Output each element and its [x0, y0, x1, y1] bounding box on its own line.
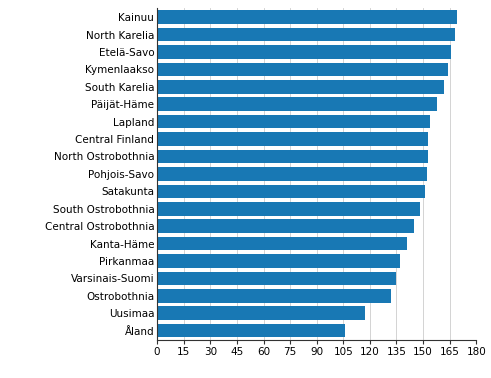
Bar [157, 237, 407, 250]
Bar [157, 307, 364, 320]
Bar [157, 184, 425, 198]
Bar [157, 132, 428, 146]
Bar [157, 254, 400, 268]
Bar [157, 28, 455, 41]
Bar [157, 98, 437, 111]
Bar [157, 115, 430, 129]
Bar [157, 324, 345, 338]
Bar [157, 289, 391, 302]
Bar [157, 45, 451, 59]
Bar [157, 167, 427, 181]
Bar [157, 150, 428, 163]
Bar [157, 63, 448, 76]
Bar [157, 219, 414, 233]
Bar [157, 10, 457, 24]
Bar [157, 202, 419, 215]
Bar [157, 80, 444, 94]
Bar [157, 271, 397, 285]
